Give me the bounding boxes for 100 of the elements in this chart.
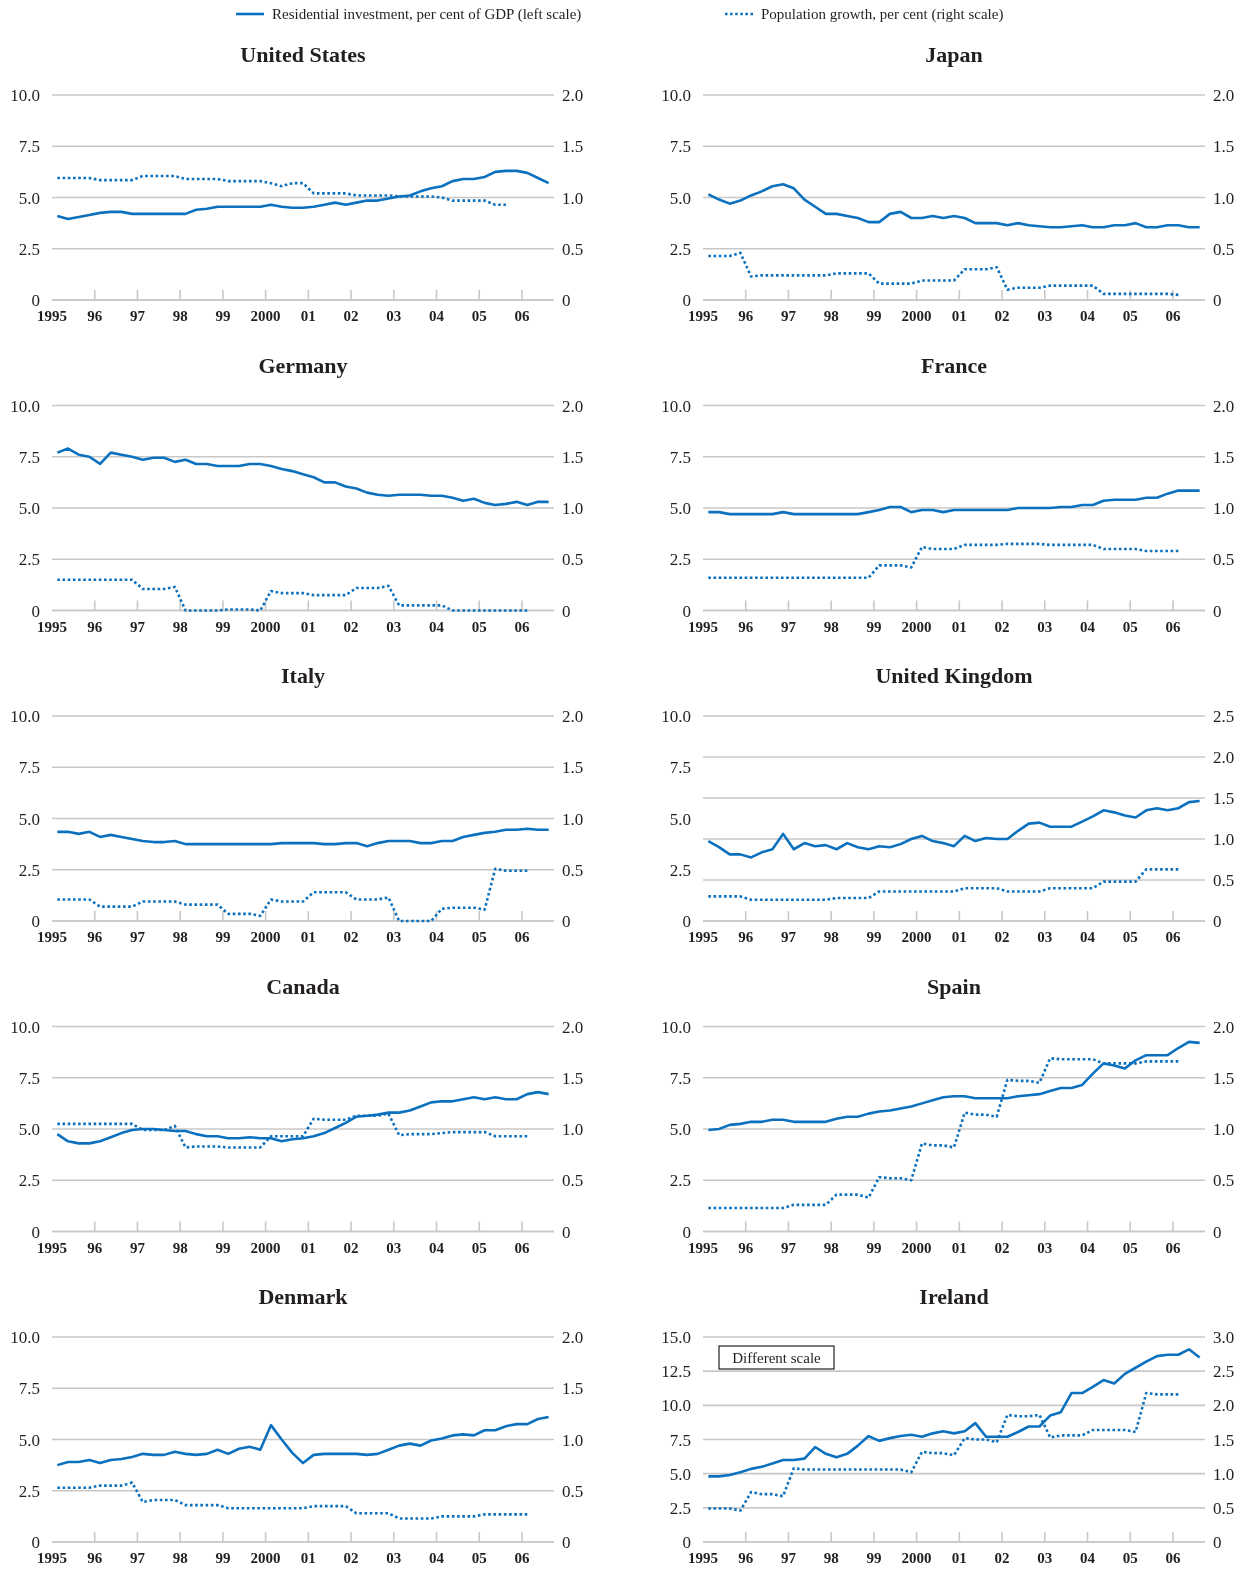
x-tick-label: 96: [87, 308, 103, 324]
y-tick-label: 2.5: [669, 1171, 691, 1191]
x-tick-label: 01: [951, 1239, 967, 1256]
y-tick-label: 2.5: [18, 550, 40, 570]
x-tick-label: 2000: [901, 308, 932, 324]
x-tick-label: 01: [951, 929, 967, 945]
x-tick-label: 05: [471, 618, 487, 635]
line-series: [707, 182, 1201, 229]
y2-tick-label: 0: [562, 1533, 571, 1552]
x-tick-label: 03: [1037, 929, 1053, 945]
y-tick-label: 7.5: [18, 447, 40, 467]
x-tick-label: 98: [172, 1550, 188, 1566]
y-tick-label: 10.0: [10, 1328, 40, 1347]
x-tick-label: 2000: [250, 1239, 281, 1256]
x-tick-label: 1995: [37, 618, 67, 635]
x-tick-label: 05: [1122, 1550, 1138, 1566]
y2-tick-label: 1.0: [1213, 830, 1235, 849]
x-tick-label: 98: [172, 308, 188, 324]
x-tick-label: 06: [1165, 1550, 1181, 1566]
line-series: [56, 447, 550, 507]
x-tick-label: 97: [780, 618, 797, 635]
chart-title: Canada: [266, 973, 340, 999]
x-tick-label: 97: [129, 1550, 146, 1566]
chart-title: Italy: [281, 663, 325, 688]
y2-tick-label: 1.0: [562, 188, 584, 208]
y2-tick-label: 1.5: [562, 137, 584, 157]
x-tick-label: 03: [386, 308, 402, 324]
x-tick-label: 04: [1080, 1550, 1096, 1566]
y-tick-label: 0: [31, 912, 40, 931]
legend-label: Population growth, per cent (right scale): [761, 6, 1004, 23]
line-series: [56, 827, 550, 848]
y2-tick-label: 1.5: [1213, 789, 1235, 808]
annotation: Different scale: [732, 1349, 822, 1366]
x-tick-label: 03: [1037, 1239, 1053, 1256]
chart-title: Germany: [258, 352, 348, 378]
x-tick-label: 02: [343, 1239, 359, 1256]
y-tick-label: 0: [31, 1222, 40, 1242]
line-series: [56, 578, 529, 612]
y2-tick-label: 2.0: [1213, 396, 1235, 416]
y2-tick-label: 0.5: [562, 550, 584, 570]
y2-tick-label: 1.5: [1213, 447, 1235, 467]
line-series: [56, 1415, 550, 1467]
y2-tick-label: 1.5: [1213, 1430, 1235, 1450]
y-tick-label: 2.5: [18, 239, 40, 259]
y2-tick-label: 0: [562, 601, 571, 621]
x-tick-label: 02: [994, 929, 1010, 945]
y2-tick-label: 1.5: [1213, 137, 1235, 157]
x-tick-label: 99: [866, 1239, 882, 1256]
x-tick-label: 04: [1080, 1239, 1096, 1256]
y-tick-label: 7.5: [669, 1430, 691, 1450]
x-tick-label: 96: [738, 1239, 754, 1256]
y2-tick-label: 0.5: [1213, 1498, 1235, 1518]
y-tick-label: 5.0: [18, 1120, 40, 1139]
y2-tick-label: 0.5: [562, 239, 584, 259]
y2-tick-label: 1.5: [562, 1068, 584, 1088]
line-series: [56, 867, 529, 923]
y2-tick-label: 1.0: [562, 1430, 584, 1450]
x-tick-label: 1995: [37, 1550, 67, 1566]
x-tick-label: 06: [1165, 618, 1181, 635]
y2-tick-label: 2.0: [1213, 86, 1235, 105]
x-tick-label: 01: [300, 1550, 316, 1566]
x-tick-label: 02: [994, 1550, 1010, 1566]
x-tick-label: 2000: [250, 308, 281, 324]
y-tick-label: 7.5: [18, 1379, 40, 1399]
x-tick-label: 01: [300, 1239, 316, 1256]
y2-tick-label: 0: [562, 1222, 571, 1242]
x-tick-label: 02: [343, 929, 359, 945]
y2-tick-label: 1.5: [562, 447, 584, 467]
x-tick-label: 99: [215, 1239, 231, 1256]
x-tick-label: 97: [129, 1239, 146, 1256]
x-tick-label: 05: [471, 1239, 487, 1256]
y-tick-label: 10.0: [10, 1017, 40, 1037]
chart-title: Ireland: [919, 1284, 989, 1309]
x-tick-label: 96: [87, 1550, 103, 1566]
x-tick-label: 1995: [37, 308, 67, 324]
x-tick-label: 03: [1037, 618, 1053, 635]
x-tick-label: 05: [471, 929, 487, 945]
x-tick-label: 02: [994, 308, 1010, 324]
x-tick-label: 03: [386, 929, 402, 945]
x-tick-label: 01: [951, 618, 967, 635]
x-tick-label: 99: [215, 929, 231, 945]
y-tick-label: 10.0: [10, 86, 40, 105]
y-tick-label: 5.0: [18, 499, 40, 518]
y2-tick-label: 0.5: [562, 1481, 584, 1501]
line-series: [707, 542, 1180, 579]
x-tick-label: 2000: [901, 1550, 932, 1566]
y-tick-label: 5.0: [18, 809, 40, 829]
y-tick-label: 10.0: [10, 396, 40, 416]
x-tick-label: 1995: [37, 1239, 67, 1256]
chart-title: France: [921, 352, 988, 378]
y2-tick-label: 0.5: [1213, 1171, 1235, 1191]
line-series: [707, 799, 1201, 859]
x-tick-label: 97: [129, 618, 146, 635]
y2-tick-label: 0: [562, 291, 571, 310]
y-tick-label: 2.5: [18, 1171, 40, 1191]
y2-tick-label: 0: [562, 912, 571, 931]
y2-tick-label: 1.5: [562, 1379, 584, 1399]
y2-tick-label: 0.5: [1213, 871, 1235, 890]
y-tick-label: 5.0: [669, 1120, 691, 1139]
x-tick-label: 96: [738, 618, 754, 635]
